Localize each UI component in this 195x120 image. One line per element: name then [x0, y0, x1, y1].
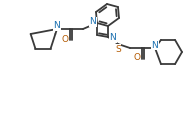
Text: N: N	[110, 33, 116, 42]
Text: S: S	[115, 45, 121, 54]
Text: O: O	[134, 54, 141, 63]
Text: N: N	[90, 18, 96, 27]
Text: N: N	[54, 21, 60, 30]
Text: O: O	[61, 35, 68, 44]
Text: N: N	[152, 41, 158, 49]
